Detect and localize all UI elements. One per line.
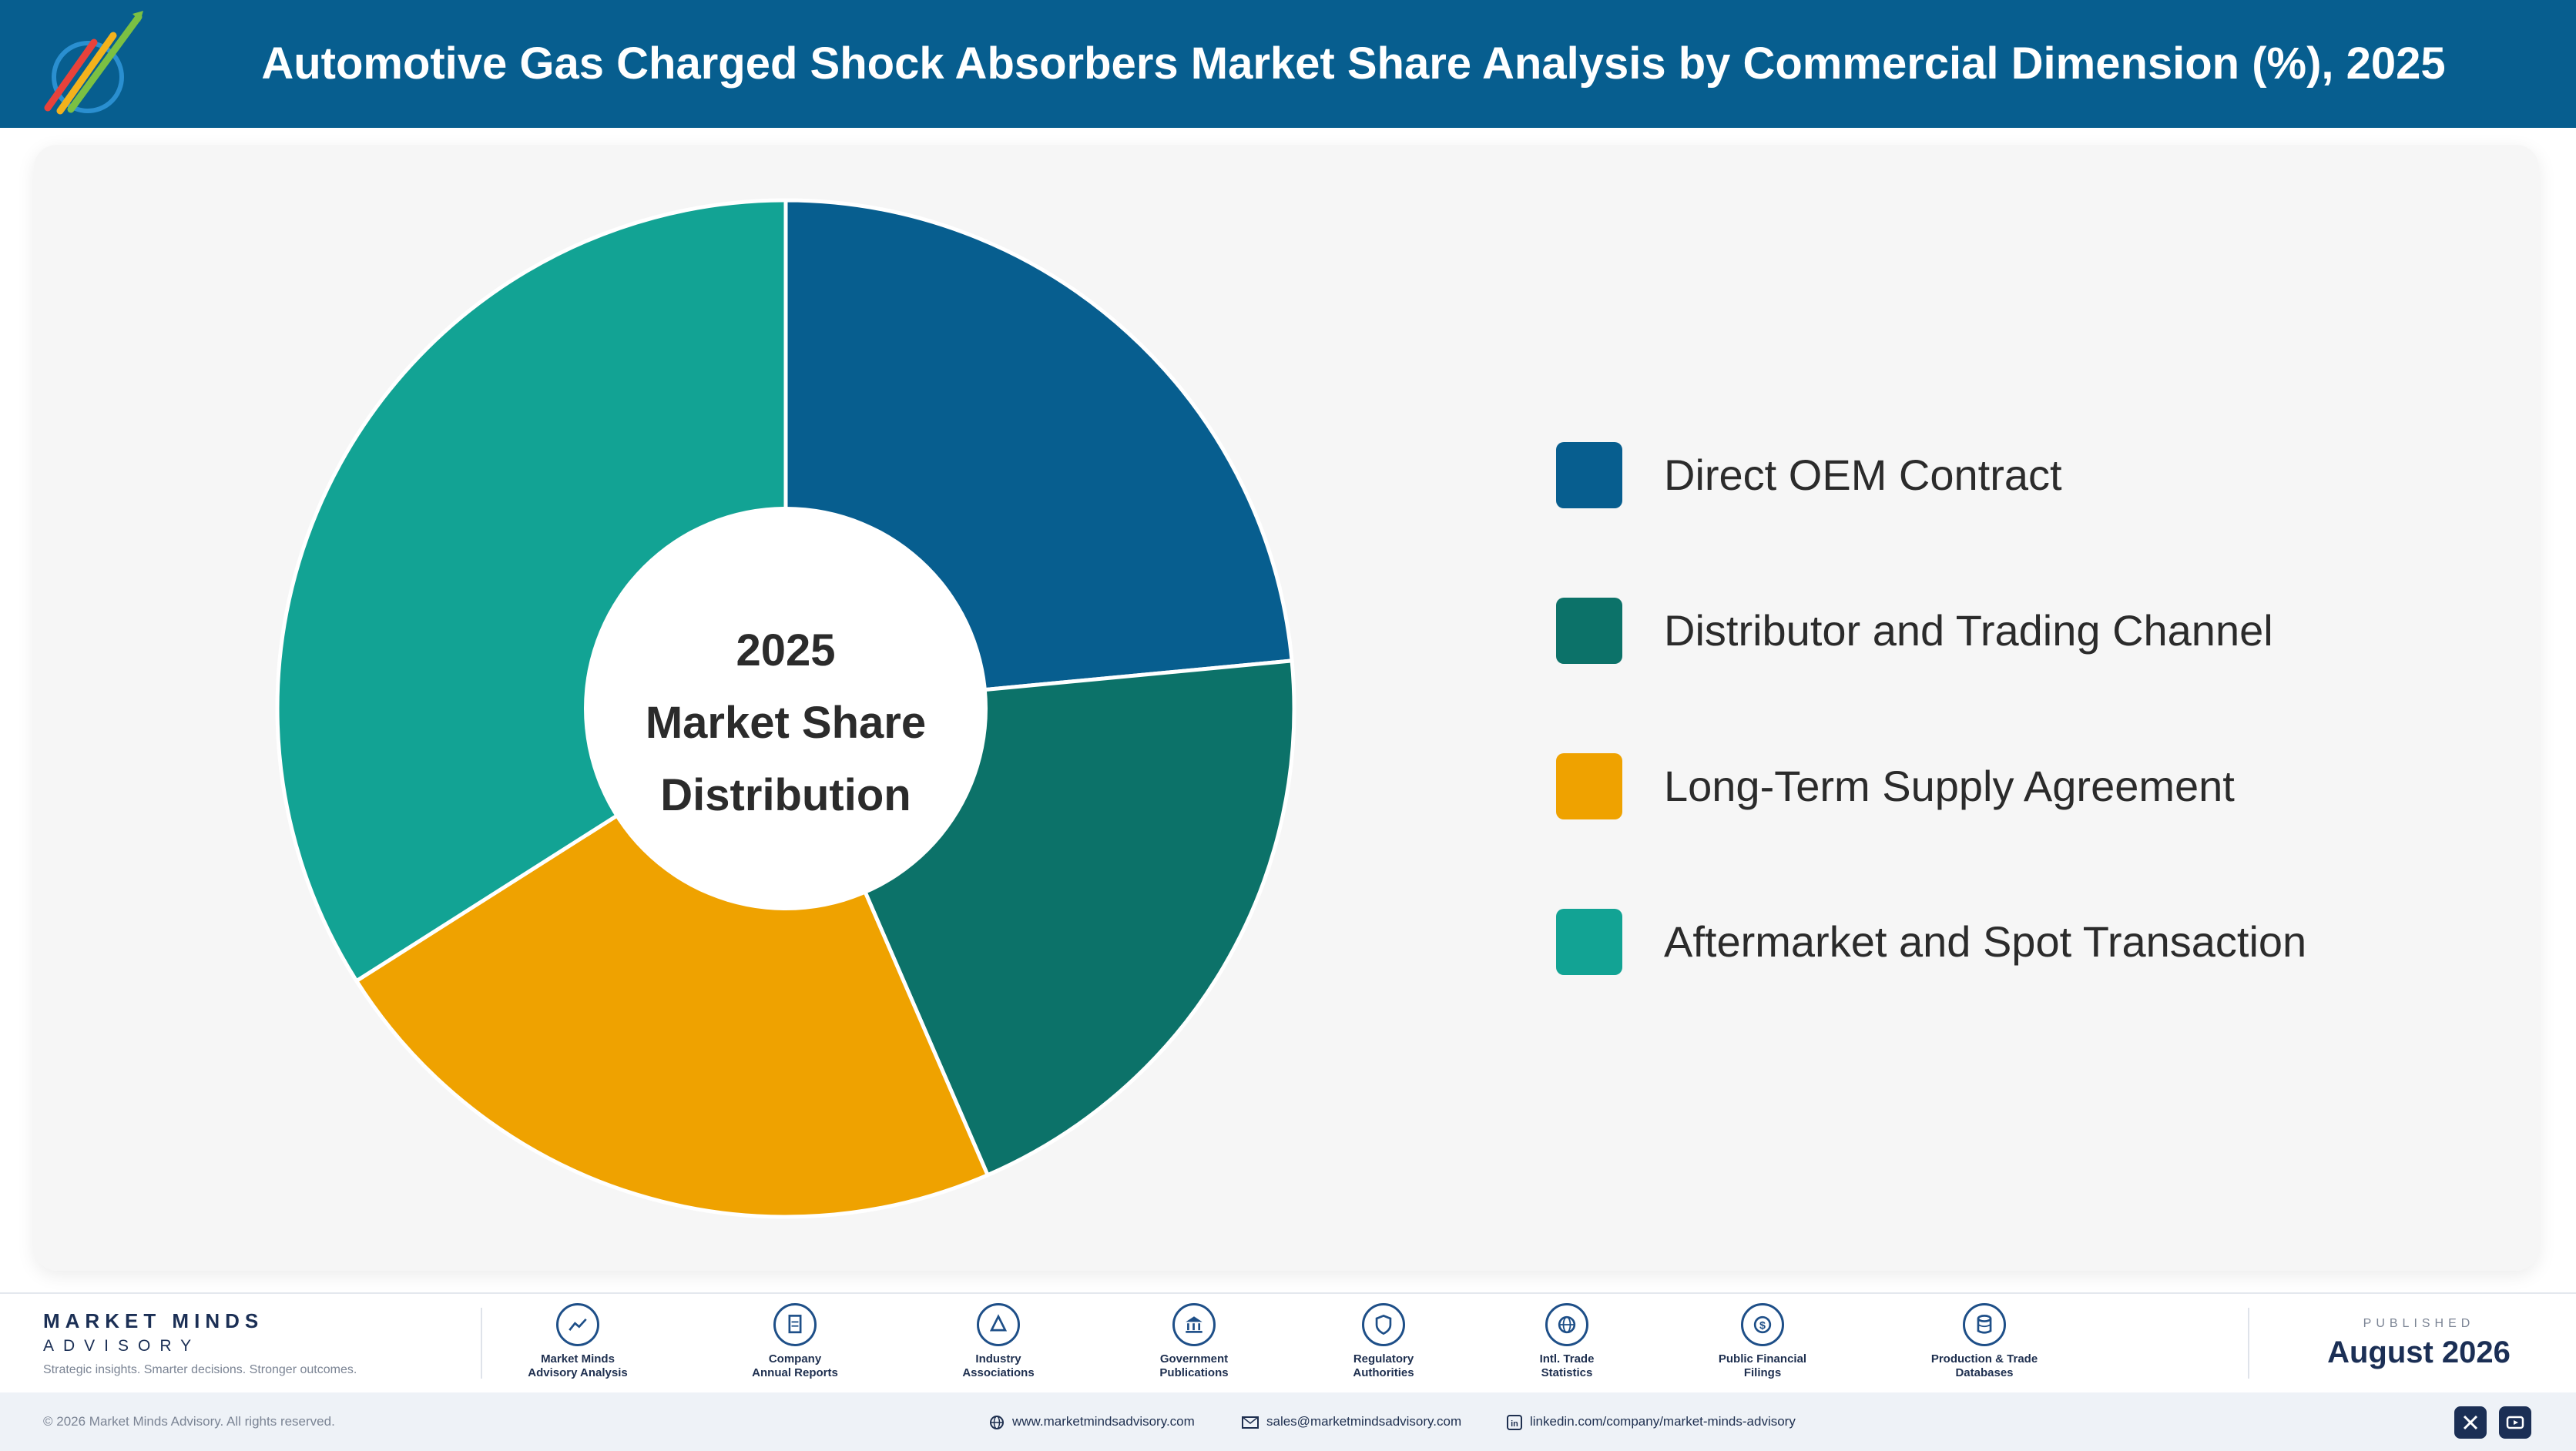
globe-icon [990, 1415, 1004, 1429]
trend-icon [556, 1303, 599, 1346]
source-label: Public Financial Filings [1718, 1352, 1807, 1379]
source-label: Intl. Trade Statistics [1539, 1352, 1595, 1379]
source-production-databases: Production & Trade Databases [1900, 1303, 2069, 1380]
source-label: Industry Associations [962, 1352, 1035, 1379]
email-text: sales@marketmindsadvisory.com [1266, 1414, 1462, 1429]
source-label: Regulatory Authorities [1353, 1352, 1414, 1379]
legend-label: Distributor and Trading Channel [1664, 606, 2273, 655]
globe-icon [1545, 1303, 1588, 1346]
network-icon [977, 1303, 1020, 1346]
published-label: PUBLISHED [2363, 1317, 2475, 1330]
source-label: Government Publications [1159, 1352, 1229, 1379]
mail-icon [1242, 1416, 1259, 1429]
legend-item-direct-oem: Direct OEM Contract [1556, 442, 2480, 508]
legend-label: Aftermarket and Spot Transaction [1664, 917, 2307, 966]
footer-divider [2248, 1308, 2249, 1379]
brand-name: MARKET MINDS [43, 1309, 264, 1332]
legend-swatch [1556, 753, 1622, 819]
chart-title: Automotive Gas Charged Shock Absorbers M… [261, 39, 2446, 89]
footer-bottom-bar: © 2026 Market Minds Advisory. All rights… [0, 1392, 2576, 1451]
donut-chart: 2025 Market Share Distribution [277, 200, 1294, 1217]
source-regulatory-authorities: Regulatory Authorities [1299, 1303, 1468, 1380]
market-minds-logo [44, 11, 143, 115]
donut-hole [584, 507, 988, 910]
data-sources: Market Minds Advisory Analysis Company A… [493, 1303, 2219, 1388]
legend-label: Long-Term Supply Agreement [1664, 762, 2235, 810]
source-financial-filings: $ Public Financial Filings [1678, 1303, 1847, 1380]
linkedin-link[interactable]: in linkedin.com/company/market-minds-advi… [1507, 1392, 1796, 1451]
source-market-minds-analysis: Market Minds Advisory Analysis [493, 1303, 662, 1380]
source-label: Company Annual Reports [752, 1352, 838, 1379]
center-label-year: 2025 [736, 625, 835, 675]
legend-item-aftermarket: Aftermarket and Spot Transaction [1556, 909, 2480, 975]
source-industry-associations: Industry Associations [914, 1303, 1083, 1380]
legend-item-distributor: Distributor and Trading Channel [1556, 598, 2480, 664]
legend-swatch [1556, 909, 1622, 975]
footer-divider [481, 1308, 482, 1379]
website-text: www.marketmindsadvisory.com [1012, 1414, 1195, 1429]
dollar-icon: $ [1741, 1303, 1784, 1346]
footer: MARKET MINDS ADVISORY Strategic insights… [0, 1292, 2576, 1451]
youtube-icon[interactable] [2499, 1406, 2531, 1439]
source-label: Market Minds Advisory Analysis [528, 1352, 628, 1379]
website-link[interactable]: www.marketmindsadvisory.com [989, 1392, 1195, 1451]
x-icon[interactable] [2454, 1406, 2487, 1439]
source-company-reports: Company Annual Reports [710, 1303, 880, 1380]
database-icon [1963, 1303, 2006, 1346]
brand-subtitle: ADVISORY [43, 1337, 201, 1355]
source-label: Production & Trade Databases [1930, 1352, 2038, 1379]
shield-icon [1362, 1303, 1405, 1346]
source-government-publications: Government Publications [1109, 1303, 1279, 1380]
header-bar: Automotive Gas Charged Shock Absorbers M… [0, 0, 2576, 128]
svg-text:$: $ [1759, 1319, 1766, 1332]
center-label-line-3: Distribution [660, 770, 911, 820]
copyright-text: © 2026 Market Minds Advisory. All rights… [43, 1414, 335, 1429]
legend-swatch [1556, 598, 1622, 664]
document-icon [773, 1303, 817, 1346]
legend-item-long-term: Long-Term Supply Agreement [1556, 753, 2480, 819]
legend-swatch [1556, 442, 1622, 508]
published-date: August 2026 [2327, 1335, 2511, 1369]
legend-label: Direct OEM Contract [1664, 451, 2062, 499]
government-icon [1172, 1303, 1216, 1346]
linkedin-text: linkedin.com/company/market-minds-adviso… [1530, 1414, 1796, 1429]
source-trade-statistics: Intl. Trade Statistics [1482, 1303, 1652, 1380]
center-label-line-2: Market Share [646, 698, 926, 748]
linkedin-icon: in [1507, 1414, 1522, 1430]
email-link[interactable]: sales@marketmindsadvisory.com [1242, 1392, 1461, 1451]
svg-text:in: in [1511, 1419, 1518, 1429]
brand-tagline: Strategic insights. Smarter decisions. S… [43, 1363, 357, 1376]
